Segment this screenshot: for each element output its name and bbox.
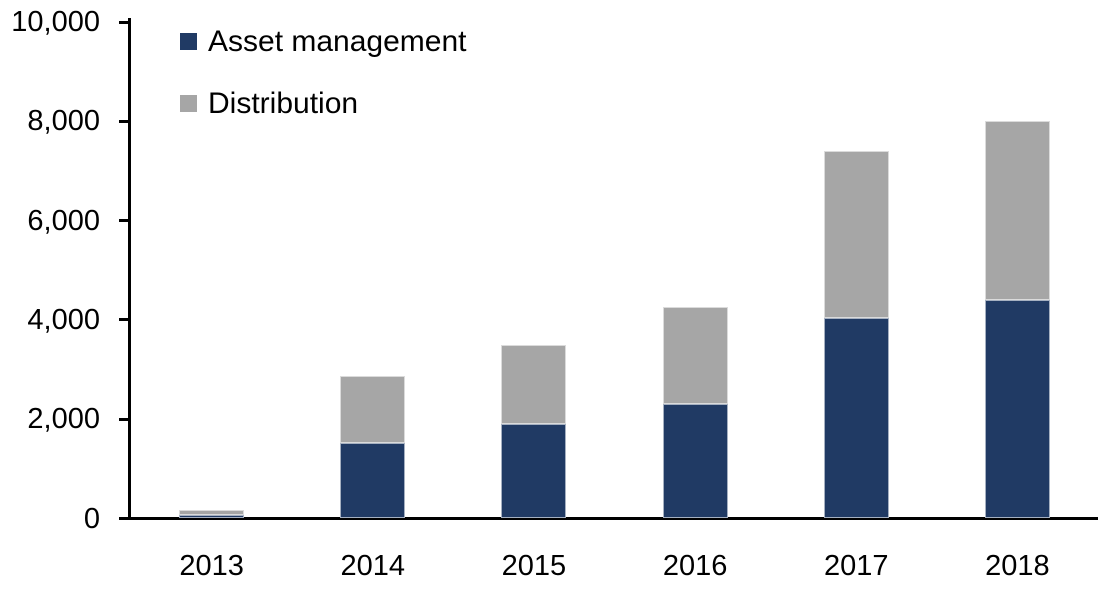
x-tick-label: 2014 [340, 550, 405, 582]
bar-2016-asset-management [662, 404, 728, 519]
y-axis-tick [119, 417, 131, 421]
bar-2018-asset-management [984, 300, 1050, 519]
x-tick-label: 2013 [179, 550, 244, 582]
y-tick-label: 0 [83, 502, 100, 535]
bar-2014-distribution [340, 376, 406, 443]
bar-2017-distribution [823, 151, 889, 319]
y-axis-tick [119, 119, 131, 123]
y-axis-line [128, 18, 131, 520]
x-axis-line [119, 517, 1098, 520]
legend-item-asset-management: Asset management [180, 26, 466, 57]
legend-item-distribution: Distribution [180, 88, 466, 119]
y-axis-tick [119, 318, 131, 322]
y-tick-label: 8,000 [27, 105, 100, 138]
bar-2015-distribution [501, 344, 567, 425]
x-tick-label: 2016 [662, 550, 728, 582]
bar-2013-asset-management [179, 514, 245, 519]
bar-2016-distribution [662, 307, 728, 405]
distribution-swatch-icon [180, 95, 197, 112]
bar-2017-asset-management [823, 318, 889, 519]
y-tick-label: 4,000 [27, 303, 100, 336]
x-tick-label: 2015 [501, 550, 567, 582]
asset-management-swatch-icon [180, 33, 197, 50]
y-tick-label: 10,000 [11, 6, 100, 38]
legend: Asset management Distribution [180, 26, 466, 150]
bar-2014-asset-management [340, 442, 406, 519]
y-axis-tick [119, 219, 131, 223]
x-tick-label: 2017 [823, 550, 889, 582]
legend-label: Asset management [208, 25, 467, 58]
x-tick-label: 2018 [985, 550, 1050, 582]
legend-label: Distribution [208, 87, 359, 120]
y-tick-label: 2,000 [27, 403, 100, 436]
y-tick-label: 6,000 [27, 204, 100, 237]
bar-2013-distribution [179, 509, 245, 515]
y-axis-tick [119, 517, 131, 520]
bar-2018-distribution [984, 121, 1050, 301]
bar-2015-asset-management [501, 424, 567, 519]
y-axis-tick [119, 20, 131, 24]
